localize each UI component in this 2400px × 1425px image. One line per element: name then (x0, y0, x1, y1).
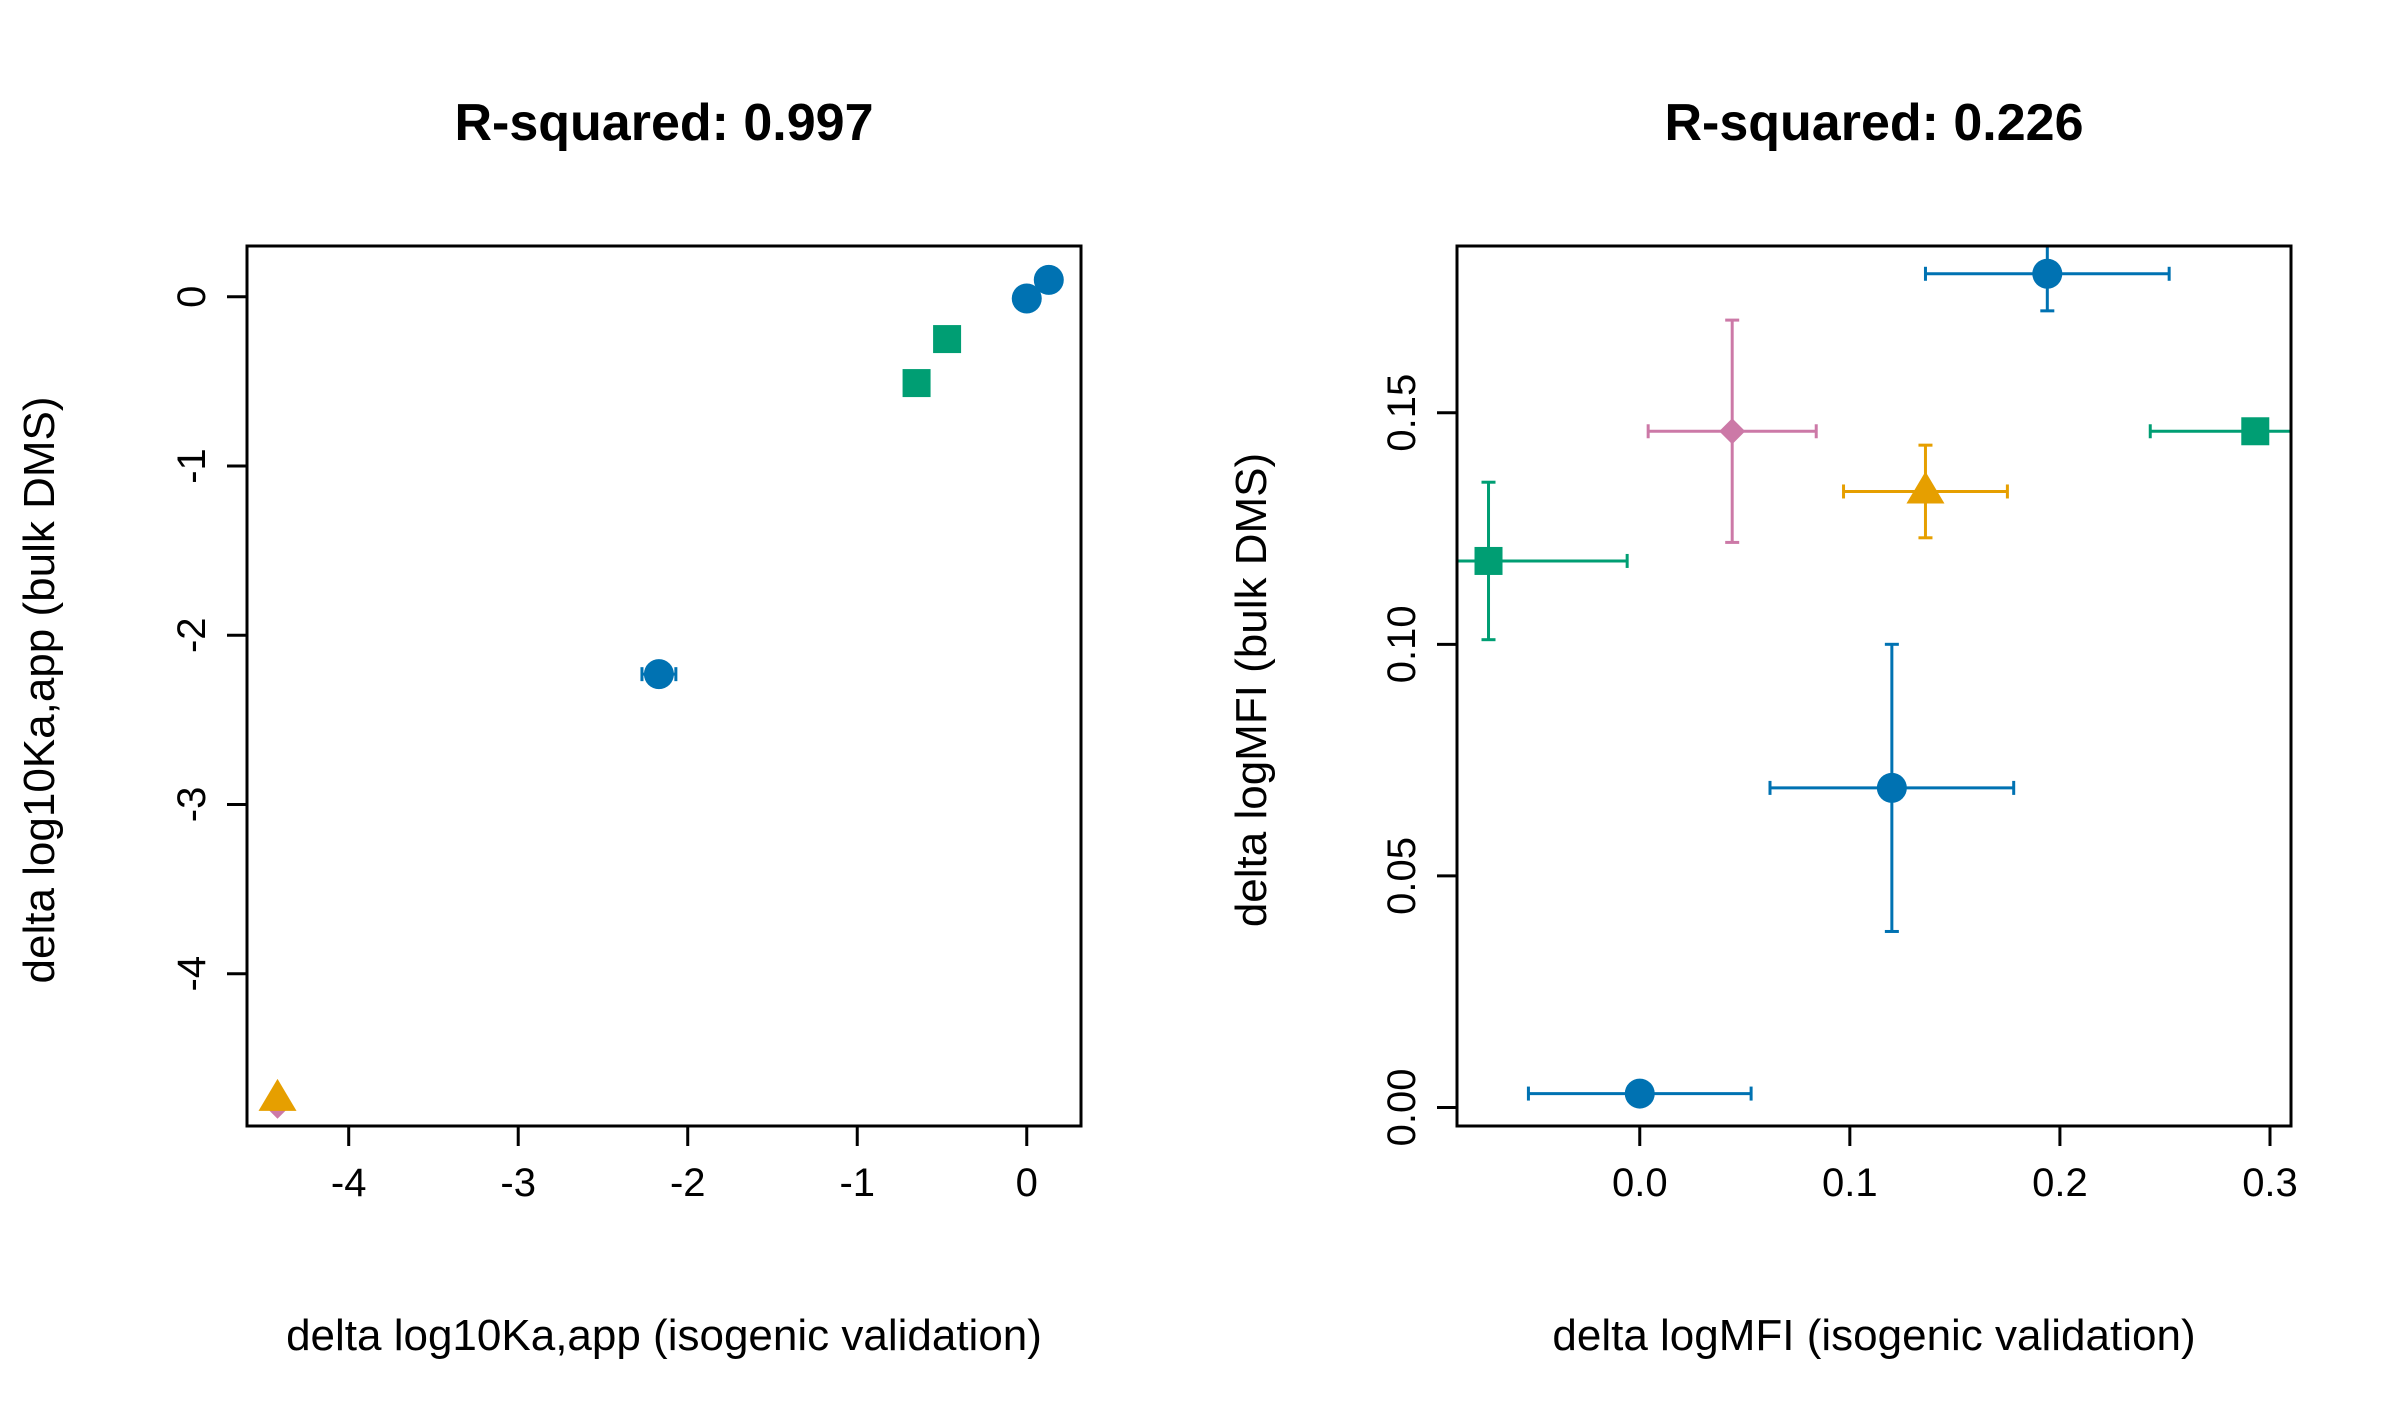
square-marker (1474, 546, 1503, 575)
right-plot-frame (1455, 244, 2293, 1128)
left-y-tick-label: -3 (170, 787, 214, 823)
right-data-point (2148, 417, 2291, 446)
left-data-point (640, 659, 678, 690)
right-x-tick-label: 0.0 (1612, 1161, 1668, 1205)
right-y-axis-label: delta logMFI (bulk DMS) (1227, 453, 1276, 927)
circle-marker (1876, 772, 1907, 803)
right-y-tick-label: 0.15 (1380, 374, 1424, 452)
right-data-point (1457, 480, 1629, 642)
left-y-tick-label: -2 (170, 617, 214, 653)
left-y-tick-label: -4 (170, 956, 214, 992)
left-plot-frame (245, 244, 1083, 1128)
left-plot-marks (258, 264, 1064, 1119)
right-points-group (1457, 246, 2291, 1109)
right-data-point (1842, 443, 2009, 540)
left-x-axis-label: delta log10Ka,app (isogenic validation) (286, 1311, 1042, 1360)
left-data-point (1033, 264, 1064, 295)
left-data-point (902, 369, 931, 398)
left-data-point (258, 1078, 297, 1111)
left-x-tick-label: -2 (670, 1161, 706, 1205)
left-x-tick-label: -3 (500, 1161, 536, 1205)
right-chart-title: R-squared: 0.226 (1664, 94, 2083, 152)
left-y-tick-label: 0 (170, 286, 214, 308)
circle-marker (2032, 258, 2063, 289)
right-data-point (1646, 318, 1818, 544)
left-x-tick-label: -1 (839, 1161, 875, 1205)
right-y-tick-label: 0.05 (1380, 837, 1424, 915)
left-axis-ticks: -4 -3 -2 -1 0 0 -1 -2 -3 -4 (170, 286, 1038, 1205)
left-x-tick-label: 0 (1016, 1161, 1038, 1205)
right-data-point (1768, 642, 2016, 933)
circle-marker (643, 659, 674, 690)
left-chart-title: R-squared: 0.997 (454, 94, 873, 152)
circle-marker (1033, 264, 1064, 295)
left-y-tick-label: -1 (170, 448, 214, 484)
right-data-point (1526, 1078, 1753, 1109)
square-marker (902, 369, 931, 398)
right-x-tick-label: 0.3 (2242, 1161, 2298, 1205)
triangle-marker (258, 1078, 297, 1111)
left-data-point (1011, 283, 1042, 314)
right-x-tick-label: 0.1 (1822, 1161, 1878, 1205)
right-x-axis-label: delta logMFI (isogenic validation) (1552, 1311, 2195, 1360)
triangle-marker (1906, 471, 1945, 504)
right-x-tick-label: 0.2 (2032, 1161, 2088, 1205)
left-data-point (933, 325, 962, 354)
right-y-tick-label: 0.00 (1380, 1069, 1424, 1147)
left-y-axis-label: delta log10Ka,app (bulk DMS) (15, 397, 64, 984)
left-panel: R-squared: 0.997 delta log10Ka,app (isog… (15, 94, 1083, 1360)
right-panel: R-squared: 0.226 delta logMFI (isogenic … (1227, 94, 2298, 1360)
right-y-tick-label: 0.10 (1380, 605, 1424, 683)
diamond-marker (1719, 418, 1746, 445)
right-axis-ticks: 0.0 0.1 0.2 0.3 0.00 0.05 0.10 0.15 (1380, 374, 2298, 1205)
square-marker (2241, 417, 2270, 446)
left-x-tick-label: -4 (331, 1161, 367, 1205)
circle-marker (1624, 1078, 1655, 1109)
left-points-group (258, 264, 1064, 1119)
square-marker (933, 325, 962, 354)
circle-marker (1011, 283, 1042, 314)
right-plot-marks (1457, 246, 2291, 1109)
right-data-point (1923, 246, 2171, 313)
